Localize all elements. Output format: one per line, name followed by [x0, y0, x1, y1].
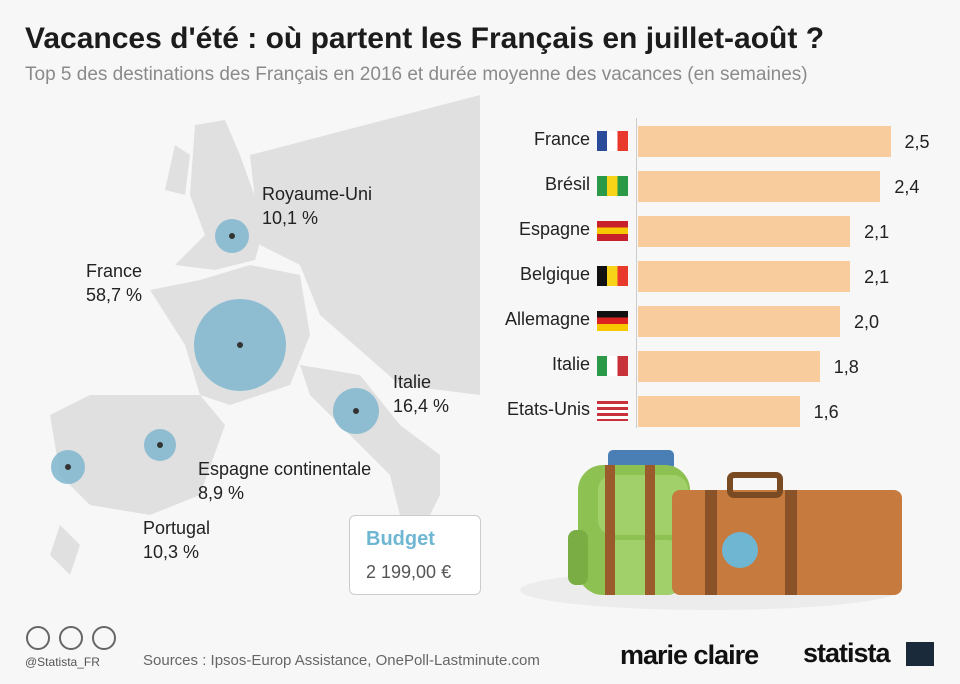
map-value-royaume-uni: 10,1 % — [262, 208, 319, 228]
sources-text: Sources : Ipsos-Europ Assistance, OnePol… — [143, 652, 540, 669]
bar-value-label: 1,8 — [833, 357, 859, 377]
bar-category-label: Italie — [551, 354, 590, 374]
bar-category-label: Belgique — [519, 264, 590, 284]
map-value-italie: 16,4 % — [393, 396, 450, 416]
bar-value-label: 2,4 — [894, 177, 920, 197]
bar-category-label: Etats-Unis — [506, 399, 590, 419]
map-value-espagne: 8,9 % — [198, 483, 245, 503]
italy-flag-icon — [597, 356, 628, 376]
marie-claire-logo: marie claire — [620, 640, 759, 670]
budget-card: Budget 2 199,00 € — [349, 515, 481, 595]
bar — [638, 396, 800, 427]
cc-icon — [26, 626, 50, 650]
bar-category-label: France — [533, 129, 590, 149]
bar-value-label: 2,5 — [904, 132, 930, 152]
belgium-flag-icon — [597, 266, 628, 286]
bar — [638, 126, 891, 157]
bar-value-label: 2,0 — [854, 312, 880, 332]
bar-category-label: Brésil — [544, 174, 590, 194]
bar-value-label: 2,1 — [864, 267, 890, 287]
no-derivatives-icon — [92, 626, 116, 650]
bar-category-label: Espagne — [518, 219, 590, 239]
brazil-flag-icon — [597, 176, 628, 196]
statista-logo-icon — [906, 642, 934, 666]
license-icons — [26, 626, 116, 650]
map-dot — [157, 442, 163, 448]
map-value-portugal: 10,3 % — [143, 542, 200, 562]
social-handle: @Statista_FR — [25, 655, 100, 669]
bar — [638, 216, 851, 247]
map-dot — [65, 464, 71, 470]
bar-category-label: Allemagne — [504, 309, 590, 329]
budget-title: Budget — [366, 528, 435, 550]
spain-flag-icon — [597, 221, 628, 241]
map-label-portugal: Portugal — [143, 518, 211, 538]
map-label-italie: Italie — [393, 372, 432, 392]
map-label-espagne: Espagne continentale — [198, 459, 372, 479]
bar — [638, 351, 820, 382]
map-label-royaume-uni: Royaume-Uni — [262, 184, 373, 204]
bar — [638, 171, 881, 202]
usa-flag-icon — [597, 401, 628, 421]
bar — [638, 261, 851, 292]
map-dot — [353, 408, 359, 414]
page-title: Vacances d'été : où partent les Français… — [25, 22, 825, 55]
map-value-france: 58,7 % — [86, 285, 143, 305]
germany-flag-icon — [597, 311, 628, 331]
attribution-icon — [59, 626, 83, 650]
bar-value-label: 1,6 — [813, 402, 839, 422]
map-dot — [237, 342, 243, 348]
chart-axis — [636, 118, 637, 428]
page-subtitle: Top 5 des destinations des Français en 2… — [25, 64, 808, 85]
bar-value-label: 2,1 — [864, 222, 890, 242]
map-label-france: France — [86, 261, 143, 281]
bar — [638, 306, 840, 337]
luggage-illustration — [520, 450, 902, 610]
europe-map — [50, 95, 480, 575]
budget-value: 2 199,00 € — [366, 562, 452, 582]
map-dot — [229, 233, 235, 239]
statista-logo: statista — [803, 638, 891, 668]
france-flag-icon — [597, 131, 628, 151]
